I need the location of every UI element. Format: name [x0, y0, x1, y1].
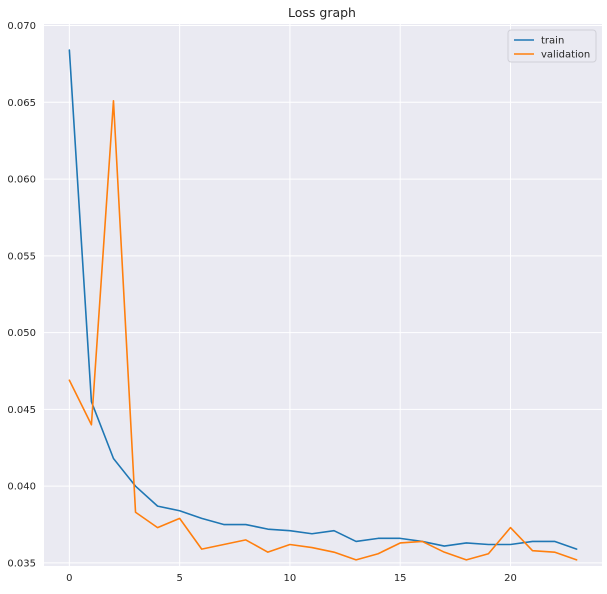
series-line-validation [68, 99, 578, 561]
y-tick-label: 0.035 [7, 558, 36, 569]
legend-label-validation: validation [541, 50, 590, 61]
series-line-train [68, 49, 578, 550]
plot-area [44, 24, 602, 566]
x-tick-label: 15 [394, 573, 407, 584]
y-tick-label: 0.050 [7, 328, 36, 339]
y-tick-label: 0.045 [7, 405, 36, 416]
x-tick-label: 5 [176, 573, 182, 584]
legend-label-train: train [541, 36, 564, 47]
chart-title: Loss graph [288, 5, 356, 20]
legend: train validation [507, 29, 597, 63]
y-tick-label: 0.040 [7, 482, 36, 493]
y-tick-label: 0.060 [7, 175, 36, 186]
x-tick-label: 0 [66, 573, 72, 584]
y-tick-label: 0.055 [7, 251, 36, 262]
x-tick-label: 20 [504, 573, 517, 584]
y-tick-label: 0.070 [7, 21, 36, 32]
y-tick-label: 0.065 [7, 98, 36, 109]
x-tick-label: 10 [284, 573, 297, 584]
